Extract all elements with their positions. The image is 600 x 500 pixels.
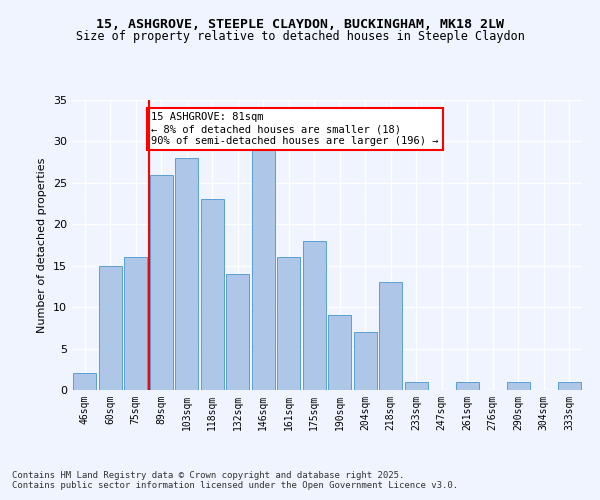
Bar [277,258,300,390]
Bar [328,316,351,390]
Bar [354,332,377,390]
Bar [303,241,326,390]
Bar [150,174,173,390]
Bar [226,274,249,390]
Bar [405,382,428,390]
Bar [99,266,122,390]
Text: 15 ASHGROVE: 81sqm
← 8% of detached houses are smaller (18)
90% of semi-detached: 15 ASHGROVE: 81sqm ← 8% of detached hous… [151,112,439,146]
Bar [73,374,96,390]
Bar [175,158,198,390]
Text: Size of property relative to detached houses in Steeple Claydon: Size of property relative to detached ho… [76,30,524,43]
Bar [201,200,224,390]
Y-axis label: Number of detached properties: Number of detached properties [37,158,47,332]
Bar [379,282,402,390]
Bar [456,382,479,390]
Text: Contains HM Land Registry data © Crown copyright and database right 2025.
Contai: Contains HM Land Registry data © Crown c… [12,470,458,490]
Bar [558,382,581,390]
Bar [507,382,530,390]
Bar [124,258,147,390]
Bar [252,150,275,390]
Text: 15, ASHGROVE, STEEPLE CLAYDON, BUCKINGHAM, MK18 2LW: 15, ASHGROVE, STEEPLE CLAYDON, BUCKINGHA… [96,18,504,30]
